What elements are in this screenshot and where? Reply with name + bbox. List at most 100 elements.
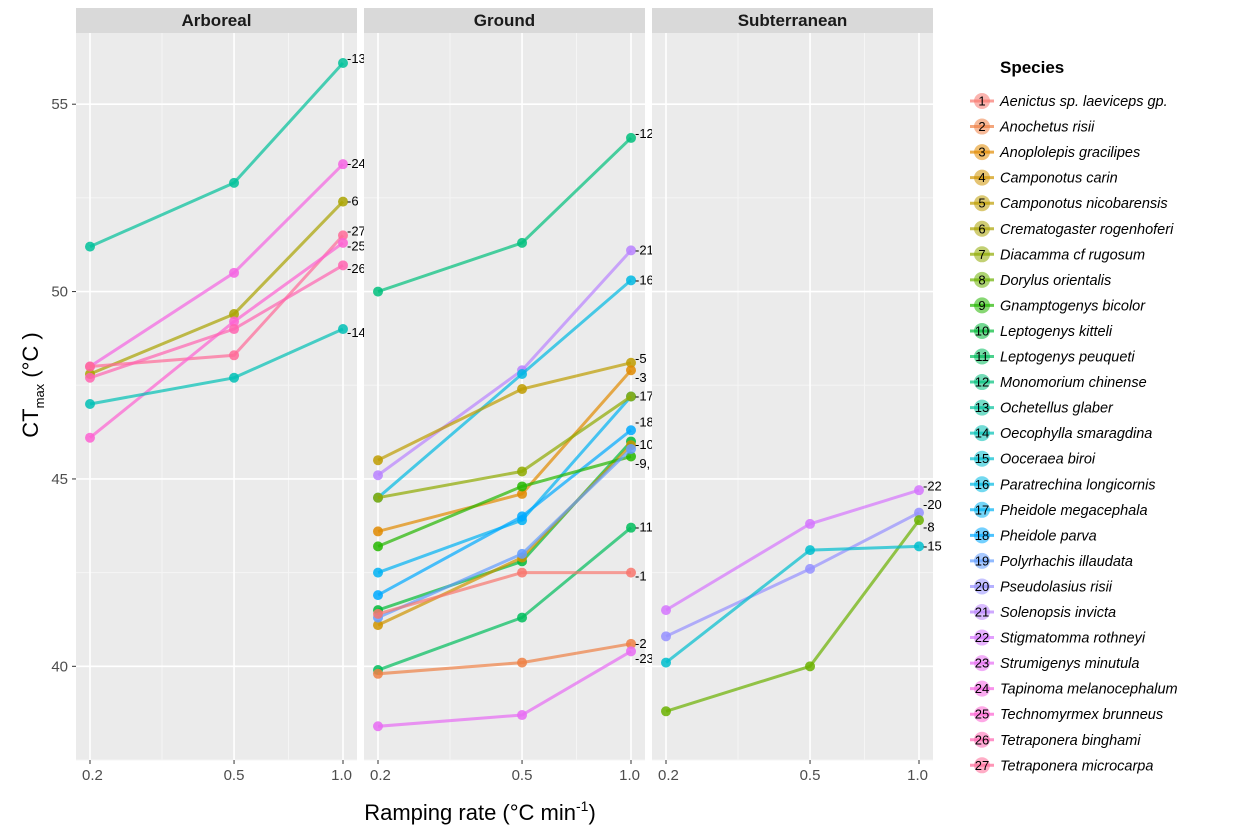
- legend-key-point: [974, 220, 990, 237]
- end-label: -13: [347, 51, 366, 66]
- data-point: [338, 324, 348, 335]
- y-axis-title-sub: max: [32, 383, 47, 408]
- data-point: [517, 567, 528, 578]
- legend-item-24: 24 Tapinoma melanocephalum: [970, 680, 1178, 698]
- x-tick-label: 0.2: [658, 767, 679, 784]
- series-1: [373, 567, 636, 619]
- legend-label: Gnamptogenys bicolor: [1000, 298, 1146, 314]
- data-point: [517, 488, 528, 499]
- legend-number: 17: [975, 502, 989, 517]
- legend-key-point: [974, 271, 990, 288]
- data-point: [626, 132, 636, 143]
- data-point: [914, 541, 924, 552]
- end-label: -26: [347, 261, 366, 276]
- data-point: [85, 398, 95, 409]
- data-point: [517, 466, 528, 477]
- legend-item-3: 3 Anoplolepis gracilipes: [970, 144, 1140, 161]
- legend-label: Strumigenys minutula: [1000, 656, 1139, 672]
- panel-strip: [76, 8, 357, 33]
- legend-label: Dorylus orientalis: [1000, 273, 1111, 289]
- legend-number: 13: [975, 400, 989, 415]
- legend-label: Pheidole megacephala: [1000, 503, 1148, 519]
- legend-number: 27: [975, 758, 989, 773]
- legend-item-21: 21 Solenopsis invicta: [970, 604, 1116, 621]
- legend-item-4: 4 Camponotus carin: [970, 169, 1118, 187]
- data-point: [626, 522, 636, 533]
- legend-item-10: 10 Leptogenys kitteli: [970, 322, 1113, 340]
- legend-number: 23: [975, 656, 989, 671]
- legend-label: Pheidole parva: [1000, 528, 1097, 544]
- legend-item-6: 6 Crematogaster rogenhoferi: [970, 220, 1174, 238]
- legend-number: 6: [978, 221, 985, 236]
- legend-label: Leptogenys kitteli: [1000, 324, 1113, 340]
- data-point: [373, 526, 383, 537]
- legend-key-point: [974, 195, 990, 212]
- data-point: [805, 661, 816, 672]
- legend-key-point: [974, 348, 990, 365]
- series-26: [85, 260, 348, 383]
- legend-key-point: [974, 246, 990, 263]
- end-label: -6: [347, 194, 359, 209]
- data-point: [805, 518, 816, 529]
- data-point: [338, 260, 348, 271]
- legend-item-19: 19 Polyrhachis illaudata: [970, 552, 1133, 570]
- series-15: [661, 541, 924, 668]
- panels-layer: Arboreal 0.2 0.5 1.0 -13 -24 -6 -27-25 -26 -14 Gro…: [76, 8, 942, 784]
- y-tick-label: 40: [51, 658, 68, 675]
- x-tick-label: 0.5: [800, 767, 821, 784]
- legend-key-point: [974, 578, 990, 595]
- data-point: [661, 631, 671, 642]
- data-point: [517, 548, 528, 559]
- legend-key-point: [974, 297, 990, 314]
- series-2: [373, 638, 636, 679]
- legend-item-15: 15 Ooceraea biroi: [970, 450, 1096, 468]
- legend-number: 24: [975, 681, 989, 696]
- legend-number: 7: [978, 247, 985, 262]
- legend-label: Tapinoma melanocephalum: [1000, 682, 1178, 698]
- legend-label: Stigmatomma rothneyi: [1000, 631, 1146, 647]
- legend-label: Anochetus risii: [999, 120, 1095, 136]
- legend-number: 4: [978, 170, 985, 185]
- data-point: [661, 657, 671, 668]
- legend-item-9: 9 Gnamptogenys bicolor: [970, 297, 1146, 314]
- data-point: [517, 384, 528, 395]
- legend-item-2: 2 Anochetus risii: [970, 118, 1095, 136]
- data-point: [517, 657, 528, 668]
- y-tick-label: 45: [51, 471, 68, 488]
- legend-label: Polyrhachis illaudata: [1000, 554, 1133, 570]
- data-point: [517, 237, 528, 248]
- data-point: [229, 350, 240, 361]
- legend-item-16: 16 Paratrechina longicornis: [970, 476, 1156, 493]
- legend-key-point: [974, 501, 990, 518]
- data-point: [661, 706, 671, 717]
- data-point: [517, 612, 528, 623]
- end-label: -25: [347, 239, 366, 254]
- legend-key-point: [974, 629, 990, 646]
- legend-number: 25: [975, 707, 989, 722]
- data-point: [373, 567, 383, 578]
- data-point: [338, 159, 348, 170]
- data-point: [914, 485, 924, 496]
- end-label: -11: [635, 520, 653, 535]
- legend-item-17: 17 Pheidole megacephala: [970, 501, 1148, 519]
- data-point: [229, 267, 240, 278]
- end-label: -8: [923, 520, 935, 535]
- x-axis-title-close: ): [588, 800, 595, 825]
- data-point: [626, 646, 636, 657]
- end-label: -22: [923, 478, 942, 493]
- data-point: [229, 177, 240, 188]
- legend-label: Aenictus sp. laeviceps gp.: [999, 94, 1168, 110]
- data-point: [373, 590, 383, 601]
- y-tick-label: 50: [51, 284, 68, 301]
- y-axis-title: CTmax (°C ): [18, 332, 47, 437]
- y-tick-label: 55: [51, 96, 68, 113]
- x-axis-title: Ramping rate (°C min-1): [364, 798, 596, 825]
- end-label: -24: [347, 156, 366, 171]
- legend-label: Leptogenys peuqueti: [1000, 350, 1135, 366]
- data-point: [626, 365, 636, 376]
- x-axis-title-main: Ramping rate (°C min: [364, 800, 576, 825]
- legend-item-8: 8 Dorylus orientalis: [970, 271, 1111, 289]
- data-point: [338, 237, 348, 248]
- legend-key-point: [974, 118, 990, 135]
- legend-key-point: [974, 399, 990, 416]
